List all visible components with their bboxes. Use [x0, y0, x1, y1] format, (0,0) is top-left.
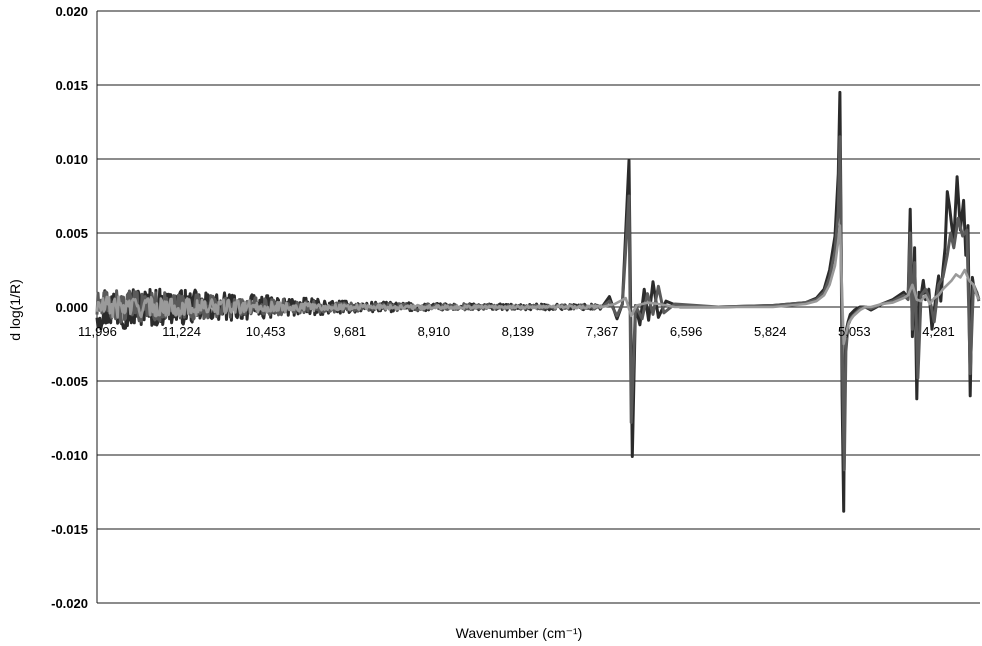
y-tick-label: 0.000	[55, 300, 88, 315]
x-tick-label: 6,596	[670, 324, 703, 339]
x-tick-label: 4,281	[922, 324, 955, 339]
x-tick-label: 11,996	[78, 324, 117, 339]
x-tick-label: 5,053	[838, 324, 871, 339]
x-tick-label: 8,910	[418, 324, 451, 339]
x-tick-label: 8,139	[502, 324, 535, 339]
x-tick-label: 7,367	[586, 324, 619, 339]
series-line	[95, 224, 981, 346]
y-tick-label: 0.020	[55, 4, 88, 19]
y-tick-label: 0.005	[55, 226, 88, 241]
y-tick-label: -0.010	[51, 448, 88, 463]
y-tick-label: -0.005	[51, 374, 88, 389]
x-tick-label: 11,224	[162, 324, 201, 339]
x-axis-tick-labels: 11,996 11,224 10,453 9,681 8,910 8,139 7,367 6,…	[78, 324, 955, 339]
x-tick-label: 5,824	[754, 324, 787, 339]
x-tick-label: 9,681	[334, 324, 367, 339]
y-axis-title: d log(1/R)	[7, 279, 23, 340]
y-tick-label: -0.020	[51, 596, 88, 611]
x-tick-label: 10,453	[246, 324, 286, 339]
x-axis-title: Wavenumber (cm⁻¹)	[456, 625, 583, 641]
y-tick-label: 0.010	[55, 152, 88, 167]
y-tick-label: -0.015	[51, 522, 88, 537]
y-tick-label: 0.015	[55, 78, 88, 93]
y-axis-tick-labels: 0.020 0.015 0.010 0.005 0.000 -0.005 -0.010 -0.…	[51, 4, 88, 611]
series-layer	[95, 90, 981, 513]
